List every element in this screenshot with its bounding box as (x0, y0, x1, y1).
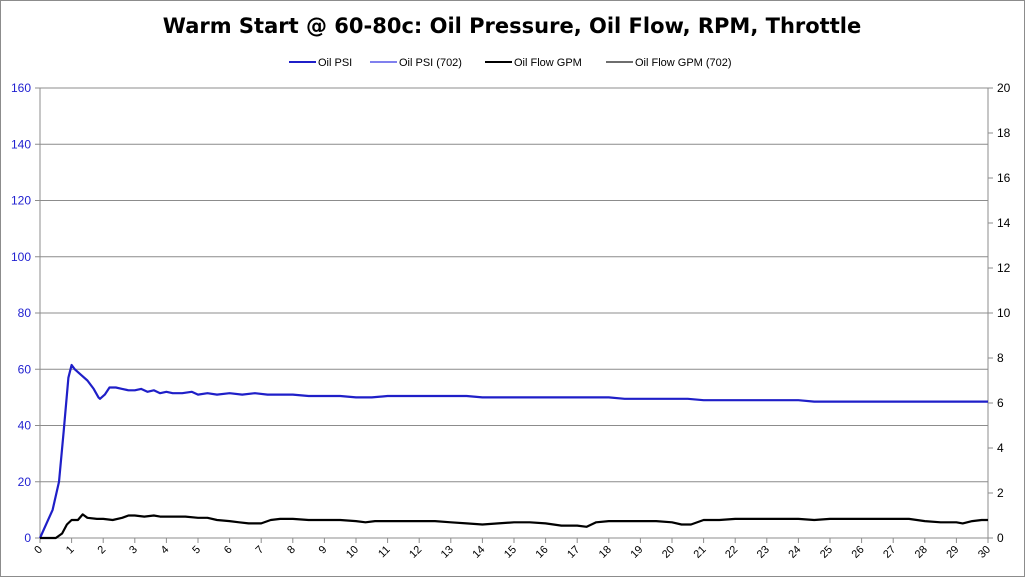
right-tick-label: 16 (997, 171, 1011, 185)
legend-label-oil-psi-702: Oil PSI (702) (399, 57, 462, 69)
legend-label-oil-flow-gpm-702: Oil Flow GPM (702) (635, 57, 732, 69)
legend-label-oil-flow-gpm: Oil Flow GPM (514, 57, 582, 69)
right-tick-label: 6 (997, 396, 1004, 410)
right-axis: 0 2 4 6 8 10 12 14 16 18 20 (988, 81, 1011, 545)
right-tick-label: 12 (997, 261, 1011, 275)
right-tick-label: 14 (997, 216, 1011, 230)
left-tick-label: 0 (24, 531, 31, 545)
right-tick-label: 2 (997, 486, 1004, 500)
left-tick-label: 80 (18, 306, 32, 320)
series-line-oil-flow-gpm (40, 513, 988, 540)
chart-title: Warm Start @ 60-80c: Oil Pressure, Oil F… (163, 14, 861, 38)
left-tick-label: 140 (11, 137, 31, 151)
left-tick-label: 160 (11, 81, 31, 95)
left-axis: 0 20 40 60 80 100 120 140 160 (11, 81, 40, 545)
right-tick-label: 18 (997, 126, 1011, 140)
legend: Oil PSI Oil PSI (702) Oil Flow GPM Oil F… (289, 57, 732, 69)
right-tick-label: 8 (997, 351, 1004, 365)
left-tick-label: 20 (18, 475, 32, 489)
series-layer (38, 363, 988, 540)
left-tick-label: 100 (11, 250, 31, 264)
right-tick-label: 10 (997, 306, 1011, 320)
left-tick-label: 40 (18, 419, 32, 433)
left-tick-label: 60 (18, 362, 32, 376)
legend-label-oil-psi: Oil PSI (318, 57, 352, 69)
gridlines (40, 143, 988, 483)
right-tick-label: 20 (997, 81, 1011, 95)
right-tick-label: 4 (997, 441, 1004, 455)
series-line-oil-psi (38, 363, 988, 539)
left-tick-label: 120 (11, 194, 31, 208)
right-tick-label: 0 (997, 531, 1004, 545)
